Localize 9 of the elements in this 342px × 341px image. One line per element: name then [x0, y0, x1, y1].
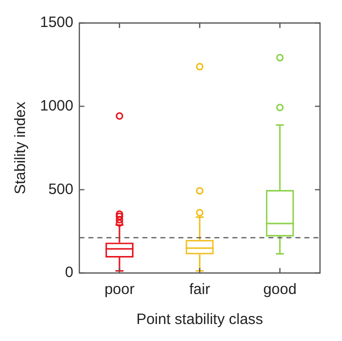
x-tick-label: good: [263, 281, 297, 298]
x-axis-title: Point stability class: [136, 311, 264, 328]
y-tick-label: 500: [48, 180, 74, 198]
y-tick-label: 0: [65, 264, 74, 282]
x-tick-label: fair: [189, 281, 210, 298]
y-axis-title: Stability index: [12, 101, 30, 194]
y-tick-label: 1500: [40, 14, 74, 32]
y-tick-label: 1000: [40, 97, 74, 114]
x-tick-label: poor: [104, 281, 134, 298]
